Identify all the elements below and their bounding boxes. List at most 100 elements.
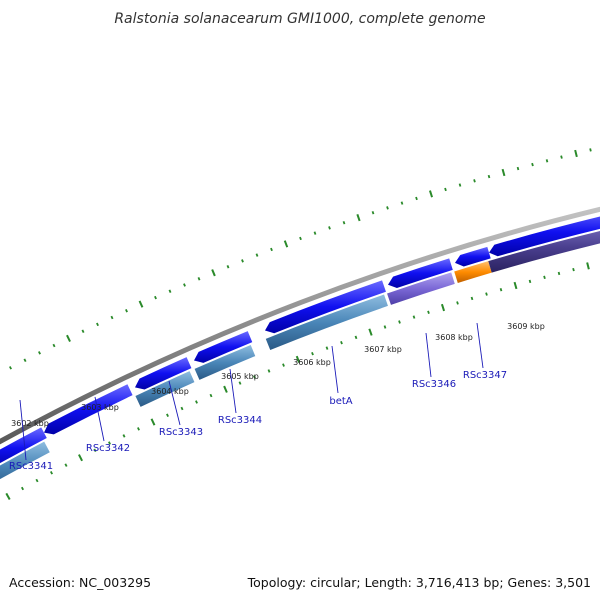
kbp-label: 3609 kbp	[507, 322, 545, 331]
callout-line	[425, 332, 432, 378]
outer-tick	[52, 343, 56, 348]
outer-tick	[342, 220, 346, 225]
callout-line	[229, 368, 237, 414]
inner-tick	[340, 340, 343, 345]
gene-name-label[interactable]: RSc3344	[218, 415, 262, 426]
outer-tick	[444, 187, 447, 192]
outer-tick	[386, 206, 389, 210]
inner-tick	[528, 279, 532, 284]
inner-tick	[368, 328, 373, 336]
outer-tick	[328, 226, 331, 230]
outer-tick	[516, 166, 520, 171]
outer-tick	[9, 366, 12, 370]
forward-gene-feature[interactable]	[489, 207, 600, 257]
inner-tick	[398, 320, 401, 324]
reverse-gene-feature[interactable]	[0, 441, 50, 489]
inner-tick	[499, 288, 503, 292]
outer-tick	[81, 329, 85, 334]
reverse-gene-feature[interactable]	[387, 272, 455, 305]
gene-callouts: RSc3341 RSc3342 RSc3343 RSc3344 betA RSc3346 R…	[9, 322, 507, 472]
inner-tick	[557, 271, 561, 276]
forward-gene-track	[0, 207, 600, 468]
inner-tick	[122, 434, 126, 438]
forward-gene-feature[interactable]	[388, 258, 453, 289]
inner-tick	[267, 369, 271, 373]
gene-name-label[interactable]: RSc3343	[159, 427, 203, 438]
outer-tick	[356, 214, 361, 222]
inner-tick	[180, 406, 184, 411]
inner-tick	[20, 486, 25, 491]
inner-tick	[572, 267, 575, 272]
inner-tick	[108, 441, 111, 445]
forward-gene-feature[interactable]	[135, 357, 192, 390]
reverse-gene-feature[interactable]	[488, 222, 600, 273]
reverse-gene-feature[interactable]	[265, 294, 388, 350]
kbp-label: 3608 kbp	[435, 333, 473, 342]
outer-tick	[66, 334, 71, 342]
inner-tick	[383, 325, 387, 329]
kbp-scale-labels: 3602 kbp 3603 kbp 3604 kbp 3605 kbp 3606 kbp…	[11, 322, 545, 428]
kbp-label: 3605 kbp	[221, 372, 259, 381]
inner-tick	[50, 471, 53, 475]
map-title: Ralstonia solanacearum GMI1000, complete…	[114, 11, 485, 27]
outer-tick	[255, 253, 259, 257]
gene-name-label[interactable]: RSc3341	[9, 461, 53, 472]
forward-gene-feature[interactable]	[194, 331, 253, 363]
outer-tick	[168, 289, 172, 293]
callout-line	[19, 399, 27, 461]
reverse-gene-feature[interactable]	[135, 371, 195, 407]
outer-tick	[23, 358, 27, 363]
accession-text: Accession: NC_003295	[9, 575, 151, 590]
outer-tick	[313, 231, 317, 235]
forward-gene-feature[interactable]	[44, 384, 133, 435]
kbp-label: 3603 kbp	[81, 403, 119, 412]
gene-name-label[interactable]: RSc3342	[86, 443, 130, 454]
outer-tick	[589, 148, 592, 152]
outer-tick	[96, 322, 99, 327]
outer-tick	[371, 211, 375, 215]
inner-tick	[282, 363, 285, 367]
outer-tick	[545, 159, 549, 163]
kbp-label: 3602 kbp	[11, 419, 49, 428]
outer-tick	[270, 247, 273, 252]
inner-tick	[456, 301, 459, 305]
gene-name-label[interactable]: betA	[329, 396, 352, 407]
inner-tick	[195, 400, 198, 404]
inner-tick	[253, 375, 256, 379]
kbp-label: 3604 kbp	[151, 387, 189, 396]
gene-name-label[interactable]: RSc3347	[463, 370, 507, 381]
inner-tick	[412, 315, 416, 319]
outer-tick	[197, 277, 201, 281]
inner-tick	[354, 335, 358, 340]
outer-tick	[574, 149, 578, 158]
genome-summary-text: Topology: circular; Length: 3,716,413 bp…	[247, 575, 591, 590]
reverse-gene-track	[0, 222, 600, 489]
kbp-label: 3606 kbp	[293, 358, 331, 367]
outer-tick	[531, 162, 534, 167]
inner-tick	[166, 413, 169, 417]
outer-tick	[501, 168, 506, 177]
kbp-label: 3607 kbp	[364, 345, 402, 354]
callout-line	[476, 322, 484, 369]
inner-tick	[93, 448, 97, 453]
reverse-gene-feature[interactable]	[454, 261, 492, 283]
forward-gene-feature[interactable]	[455, 246, 491, 267]
gene-name-label[interactable]: RSc3346	[412, 379, 456, 390]
outer-tick	[110, 315, 114, 320]
outer-tick	[226, 265, 230, 269]
outer-tick-track	[9, 148, 592, 370]
inner-tick	[586, 262, 590, 270]
forward-gene-feature[interactable]	[265, 280, 386, 334]
inner-tick	[513, 281, 518, 290]
reverse-gene-feature[interactable]	[194, 344, 256, 380]
inner-tick	[209, 393, 213, 398]
callout-line	[94, 396, 105, 442]
outer-tick	[473, 179, 476, 183]
outer-tick	[183, 283, 186, 287]
outer-tick	[560, 155, 563, 159]
inner-tick	[150, 418, 156, 426]
outer-tick	[299, 236, 302, 241]
forward-gene-feature[interactable]	[0, 427, 47, 468]
inner-tick	[440, 303, 446, 312]
